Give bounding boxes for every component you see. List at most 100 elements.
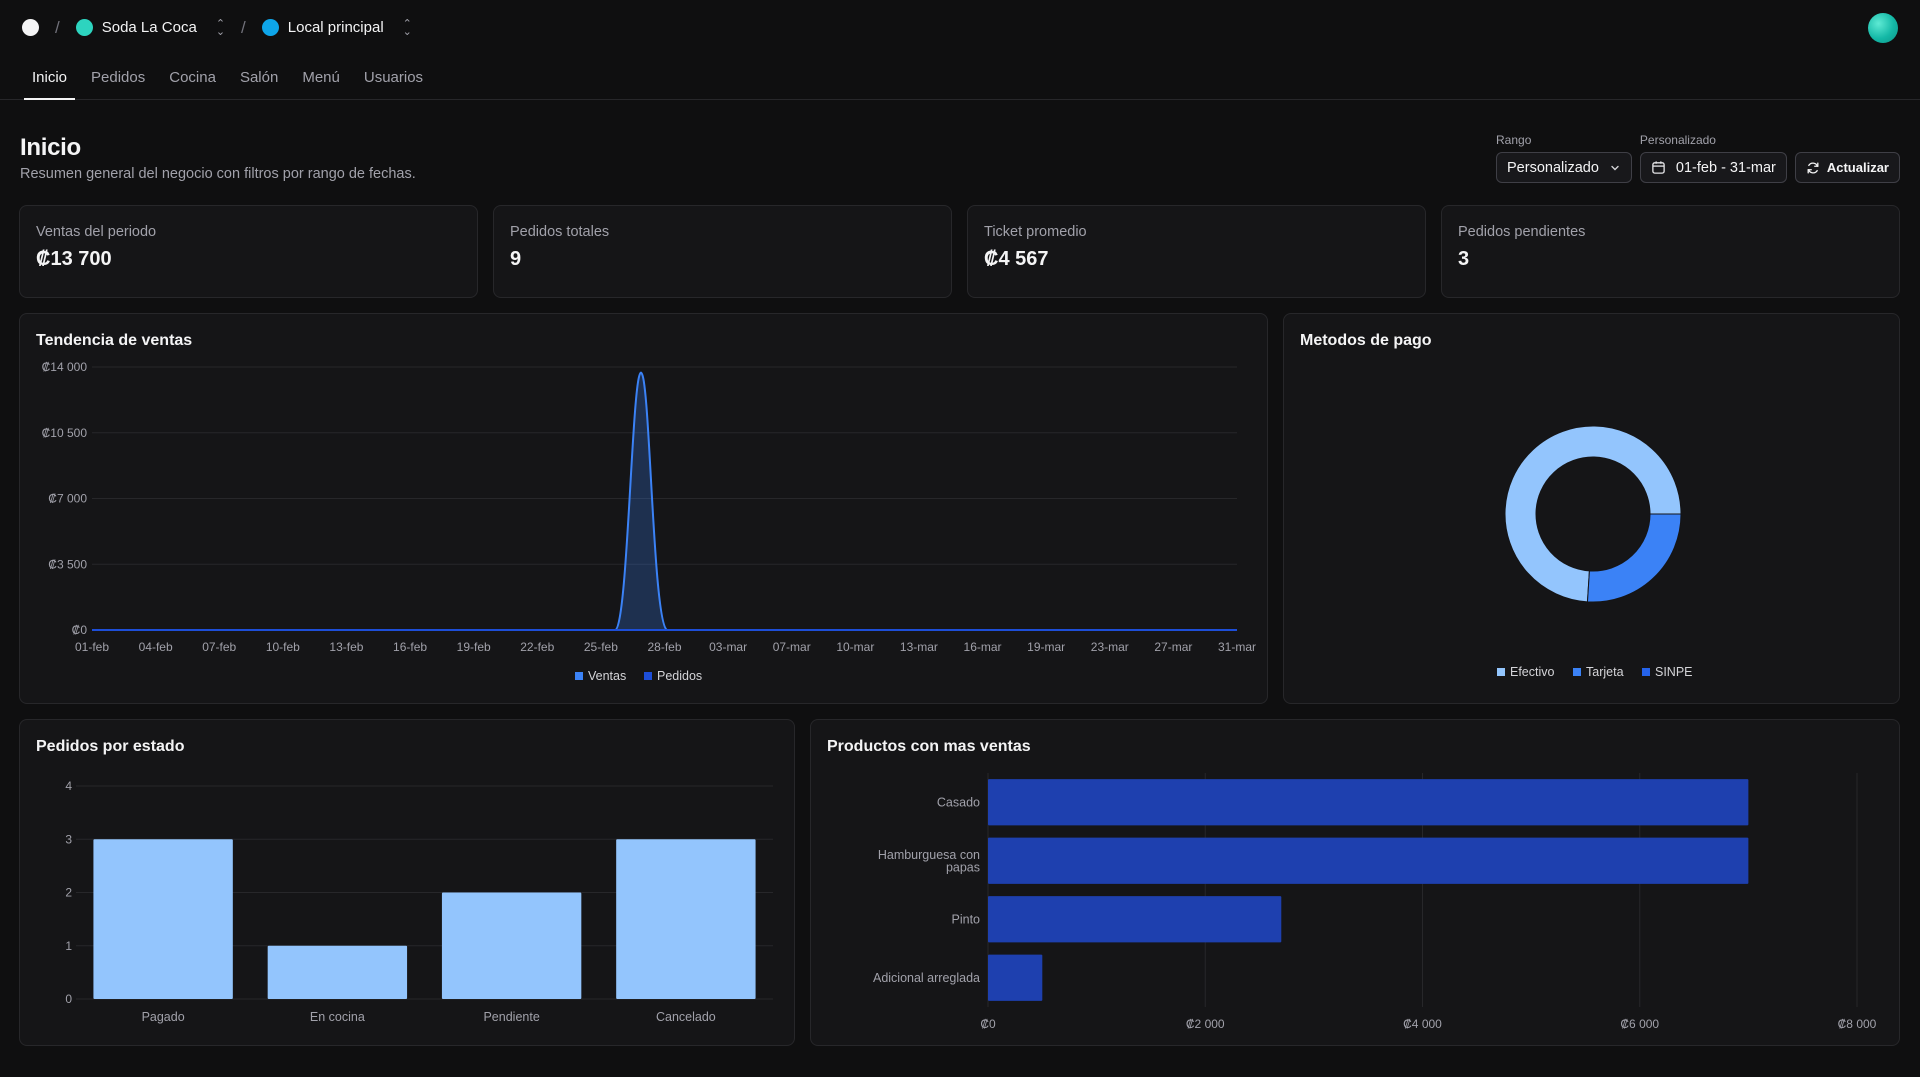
x-tick-label: 13-feb — [329, 640, 363, 654]
tab-cocina[interactable]: Cocina — [169, 69, 216, 86]
custom-range-label: Personalizado — [1639, 133, 1716, 147]
x-tick-label: En cocina — [310, 1010, 365, 1024]
y-tick-label: 2 — [65, 886, 72, 900]
user-avatar[interactable] — [1868, 13, 1898, 43]
page-header: Inicio Resumen general del negocio con f… — [20, 134, 416, 182]
tab-usuarios[interactable]: Usuarios — [363, 69, 424, 86]
orders-by-status-card: Pedidos por estado 0 1 2 3 4 Pagado En cocina P… — [19, 719, 795, 1046]
org-avatar-icon — [75, 19, 93, 36]
main-nav: Inicio Pedidos Cocina Salón Menú Usuario… — [0, 55, 1920, 100]
pie-slice-efectivo — [1504, 425, 1682, 603]
y-tick-label: 0 — [65, 992, 72, 1006]
bar-pagado — [93, 839, 233, 999]
chart-title: Productos con mas ventas — [827, 738, 1031, 755]
location-avatar-icon — [261, 19, 279, 36]
kpi-value: ₡4 567 — [984, 248, 1049, 270]
x-tick-label: ₡4 000 — [1403, 1017, 1442, 1031]
orders-by-status-chart[interactable]: 0 1 2 3 4 Pagado En cocina Pendiente Cancelado — [20, 720, 796, 1047]
breadcrumb-separator: / — [241, 17, 246, 37]
x-tick-label: ₡8 000 — [1838, 1017, 1877, 1031]
kpi-card-ventas: Ventas del periodo ₡13 700 — [19, 205, 478, 298]
x-tick-label: Pagado — [142, 1010, 185, 1024]
chart-title: Tendencia de ventas — [36, 332, 193, 349]
bar-hamburguesa-con-papas — [988, 837, 1749, 884]
chevron-down-icon — [1611, 165, 1619, 170]
y-tick-label: 4 — [65, 779, 72, 793]
location-name: Local principal — [287, 19, 384, 36]
breadcrumb-separator: / — [55, 17, 60, 37]
kpi-value: 3 — [1458, 248, 1470, 270]
x-tick-label: ₡0 — [980, 1017, 996, 1031]
x-tick-label: 25-feb — [584, 640, 618, 654]
x-tick-label: 22-feb — [520, 640, 554, 654]
range-select[interactable]: Personalizado — [1496, 152, 1632, 183]
chevron-up-down-icon: ⌃ ⌄ — [402, 17, 412, 38]
filter-controls: Rango Personalizado Personalizado 01-feb… — [1496, 133, 1900, 183]
y-tick-label: ₡0 — [72, 623, 88, 637]
sales-trend-chart[interactable]: ₡0 ₡3 500 ₡7 000 ₡10 500 ₡14 000 01-feb 04-feb… — [20, 314, 1269, 705]
y-tick-label: ₡7 000 — [48, 492, 87, 506]
legend-swatch-tarjeta — [1573, 668, 1581, 676]
custom-range-group: Personalizado 01-feb - 31-mar — [1639, 133, 1787, 183]
pie-slice-tarjeta — [1586, 513, 1682, 603]
chart-title: Pedidos por estado — [36, 738, 185, 755]
sales-trend-card: Tendencia de ventas ₡0 ₡3 500 ₡7 000 ₡10 50… — [19, 313, 1268, 704]
x-tick-label: Pendiente — [483, 1010, 539, 1024]
tab-inicio[interactable]: Inicio — [24, 55, 76, 100]
y-tick-label: ₡3 500 — [48, 557, 87, 571]
page-subtitle: Resumen general del negocio con filtros … — [20, 166, 416, 182]
tab-salon[interactable]: Salón — [239, 69, 279, 86]
org-name: Soda La Coca — [101, 19, 197, 36]
payment-methods-card: Metodos de pago Efectivo Tarjeta SINPE — [1283, 313, 1900, 704]
date-range-value: 01-feb - 31-mar — [1675, 159, 1776, 176]
legend-swatch-pedidos — [644, 672, 652, 680]
ventas-line — [92, 371, 1237, 631]
bar-adicional-arreglada — [988, 954, 1043, 1001]
y-tick-label: Pinto — [952, 912, 981, 926]
legend-label-tarjeta: Tarjeta — [1586, 665, 1624, 679]
tab-pedidos[interactable]: Pedidos — [91, 69, 146, 86]
x-tick-label: ₡6 000 — [1620, 1017, 1659, 1031]
x-tick-label: 07-mar — [773, 640, 811, 654]
chart-title: Metodos de pago — [1300, 332, 1432, 349]
payment-methods-chart[interactable]: Efectivo Tarjeta SINPE — [1284, 314, 1901, 705]
kpi-label: Pedidos pendientes — [1458, 224, 1586, 240]
date-range-picker[interactable]: 01-feb - 31-mar — [1639, 152, 1787, 183]
refresh-label: Actualizar — [1826, 160, 1889, 175]
location-switcher[interactable]: Local principal ⌃ ⌄ — [261, 17, 412, 38]
kpi-label: Ticket promedio — [984, 224, 1087, 240]
y-tick-label: Hamburguesa con papas — [878, 848, 980, 875]
range-label: Rango — [1496, 133, 1532, 147]
x-tick-label: 01-feb — [75, 640, 109, 654]
x-tick-label: 10-mar — [836, 640, 874, 654]
x-tick-label: 31-mar — [1218, 640, 1256, 654]
org-switcher[interactable]: Soda La Coca ⌃ ⌄ — [75, 17, 226, 38]
kpi-card-pendientes: Pedidos pendientes 3 — [1441, 205, 1900, 298]
app-logo-icon[interactable] — [22, 19, 39, 36]
top-products-chart[interactable]: ₡0 ₡2 000 ₡4 000 ₡6 000 ₡8 000 Casado Hamburgu… — [811, 720, 1901, 1047]
range-group: Rango Personalizado — [1496, 133, 1632, 183]
legend-swatch-ventas — [575, 672, 583, 680]
x-tick-label: 16-feb — [393, 640, 427, 654]
kpi-card-ticket: Ticket promedio ₡4 567 — [967, 205, 1426, 298]
bar-pendiente — [441, 892, 582, 999]
bar-cancelado — [616, 839, 756, 999]
x-tick-label: 04-feb — [139, 640, 173, 654]
x-tick-label: 19-feb — [457, 640, 491, 654]
chevron-up-down-icon: ⌃ ⌄ — [215, 17, 226, 38]
x-tick-label: 16-mar — [964, 640, 1002, 654]
bar-pinto — [988, 896, 1282, 943]
legend-label-ventas: Ventas — [588, 669, 626, 683]
legend-label-efectivo: Efectivo — [1510, 665, 1555, 679]
x-tick-label: 03-mar — [709, 640, 747, 654]
legend-label-sinpe: SINPE — [1655, 665, 1693, 679]
refresh-button[interactable]: Actualizar — [1794, 152, 1900, 183]
y-tick-label: Adicional arreglada — [873, 971, 980, 985]
x-tick-label: 07-feb — [202, 640, 236, 654]
kpi-label: Pedidos totales — [510, 224, 610, 240]
x-tick-label: 27-mar — [1154, 640, 1192, 654]
tab-menu[interactable]: Menú — [302, 69, 340, 86]
y-tick-label: 3 — [65, 832, 72, 846]
top-products-card: Productos con mas ventas ₡0 ₡2 000 ₡4 000 ₡… — [810, 719, 1900, 1046]
x-tick-label: ₡2 000 — [1186, 1017, 1225, 1031]
